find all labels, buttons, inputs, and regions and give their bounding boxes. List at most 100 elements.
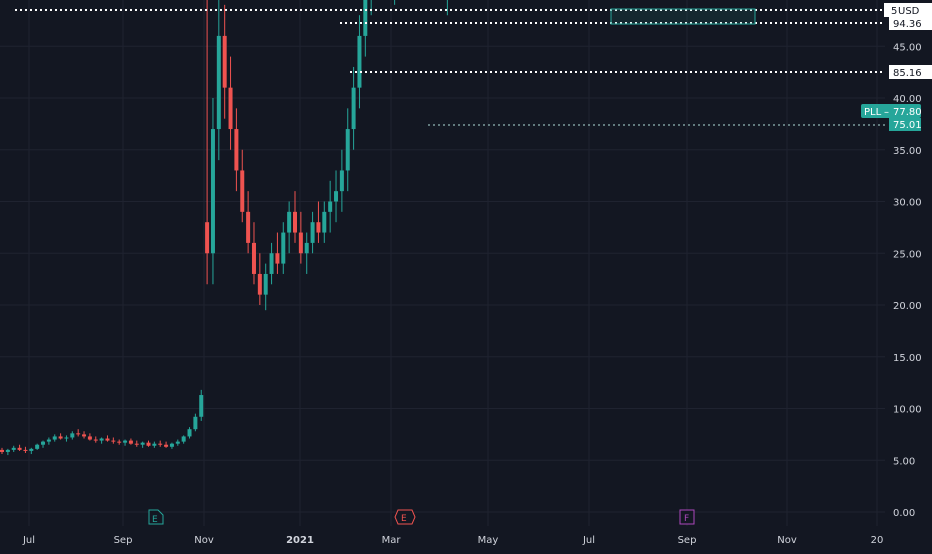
y-tick-label: 5.00 xyxy=(893,456,915,467)
y-tick-label: 45.00 xyxy=(893,42,922,53)
candle-body xyxy=(281,232,286,264)
earnings-marker-2[interactable]: E xyxy=(394,509,416,525)
candle-body xyxy=(169,443,174,447)
x-tick-label: Sep xyxy=(678,535,697,546)
candle-body xyxy=(146,442,151,446)
future-event-marker[interactable]: F xyxy=(679,509,695,525)
earnings-marker-2-label: E xyxy=(401,514,407,524)
candle-body xyxy=(58,436,63,439)
candle-body xyxy=(140,442,145,445)
candle-body xyxy=(193,416,198,430)
candle-body xyxy=(128,440,133,444)
currency-label: USD xyxy=(898,6,920,17)
candle-body xyxy=(5,449,10,452)
candle-body xyxy=(246,211,251,243)
level-tag-75-text: 75.01 xyxy=(893,120,922,131)
x-tick-label: Mar xyxy=(382,535,402,546)
candle-body xyxy=(52,436,57,440)
y-tick-label: 50.00 xyxy=(893,0,922,2)
event-markers: E E F xyxy=(148,509,695,525)
candle-body xyxy=(275,253,280,264)
x-tick-label: 2021 xyxy=(286,535,314,546)
candle-body xyxy=(287,211,292,233)
price-tag xyxy=(861,104,921,118)
future-event-marker-label: F xyxy=(684,514,689,524)
price-axis[interactable]: 0.00 5.00 10.00 15.00 20.00 25.00 30.00 35.00 40… xyxy=(893,0,922,519)
candle-body xyxy=(293,211,297,233)
candle-body xyxy=(158,443,163,445)
candle-body xyxy=(363,0,368,36)
y-tick-label: 25.00 xyxy=(893,249,922,260)
candle-body xyxy=(187,429,192,437)
earnings-marker-1[interactable]: E xyxy=(148,509,164,525)
candle-body xyxy=(181,436,186,442)
candle-body xyxy=(99,438,104,441)
y-tick-label: 20.00 xyxy=(893,301,922,312)
candle-body xyxy=(29,448,34,451)
candle-body xyxy=(251,242,256,274)
candle-body xyxy=(23,449,28,451)
y-tick-label: 35.00 xyxy=(893,146,922,157)
candle-body xyxy=(175,441,180,444)
price-tag-sep: – xyxy=(884,107,889,118)
candle-body xyxy=(304,242,309,254)
candle-body xyxy=(357,35,362,88)
candle-body xyxy=(41,441,46,445)
grid-lines xyxy=(0,0,885,526)
price-tag-value: 77.80 xyxy=(893,107,922,118)
x-tick-label: 20 xyxy=(871,535,884,546)
highlight-box[interactable] xyxy=(610,8,756,25)
x-tick-label: Nov xyxy=(194,535,214,546)
candle-body xyxy=(70,433,75,438)
candle-body xyxy=(298,232,303,254)
candle-body xyxy=(234,129,239,171)
candle-body xyxy=(134,443,139,445)
candle-body xyxy=(111,440,116,442)
candle-body xyxy=(322,211,327,233)
y-tick-label: 40.00 xyxy=(893,94,922,105)
candle-body xyxy=(345,129,350,171)
candle-body xyxy=(228,87,233,130)
candle-body xyxy=(257,273,262,295)
candlestick-series xyxy=(0,0,448,456)
candle-body xyxy=(328,201,333,212)
level-tag-94 xyxy=(889,17,932,30)
candle-body xyxy=(152,443,157,446)
level-tag-top xyxy=(884,3,932,17)
x-tick-label: Jul xyxy=(22,535,35,546)
horizontal-levels xyxy=(15,8,885,126)
candle-body xyxy=(87,436,92,440)
candle-body xyxy=(46,439,51,442)
candle-body xyxy=(240,170,245,212)
price-tag-symbol: PLL xyxy=(864,107,882,118)
candle-body xyxy=(269,253,274,274)
x-tick-label: Sep xyxy=(114,535,133,546)
x-tick-label: Jul xyxy=(582,535,595,546)
level-tag-75 xyxy=(889,118,921,131)
candle-body xyxy=(334,191,339,202)
y-tick-label: 10.00 xyxy=(893,405,922,416)
candle-body xyxy=(310,222,315,243)
candle-body xyxy=(105,438,110,441)
earnings-marker-1-label: E xyxy=(152,515,158,525)
candle-body xyxy=(216,35,221,130)
candle-body xyxy=(316,222,321,233)
candle-body xyxy=(17,447,22,450)
level-tag-85 xyxy=(889,65,932,79)
y-tick-label: 30.00 xyxy=(893,198,922,209)
x-tick-label: May xyxy=(478,535,499,546)
time-axis[interactable]: Jul Sep Nov 2021 Mar May Jul Sep Nov 20 xyxy=(22,535,883,546)
candle-body xyxy=(351,87,356,130)
candle-body xyxy=(222,35,227,88)
candle-body xyxy=(11,447,16,450)
candle-body xyxy=(164,444,169,447)
candle-body xyxy=(199,395,204,417)
y-tick-label: 0.00 xyxy=(893,508,915,519)
candle-body xyxy=(0,449,4,452)
x-tick-label: Nov xyxy=(777,535,797,546)
candle-body xyxy=(263,273,268,295)
candle-body xyxy=(64,437,69,439)
